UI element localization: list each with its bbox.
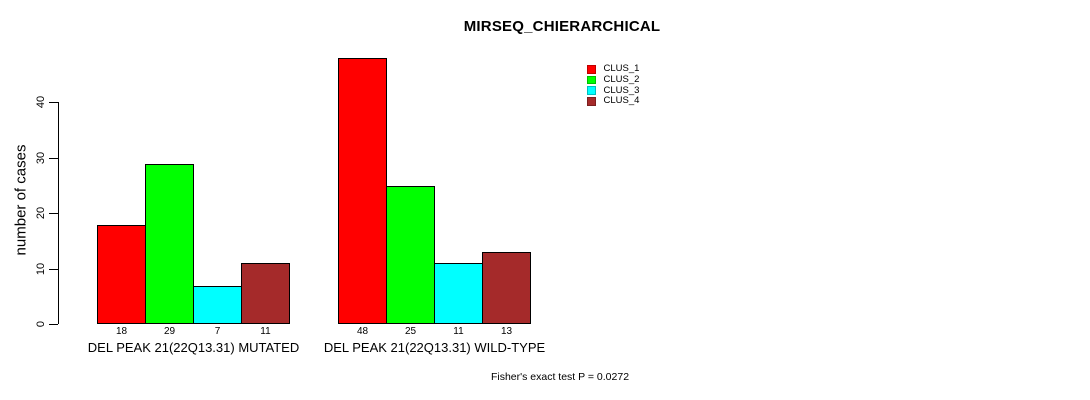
y-axis-tick-label: 10 — [34, 262, 47, 276]
legend: CLUS_1 CLUS_2 CLUS_3 CLUS_4 — [587, 64, 639, 107]
legend-item: CLUS_2 — [587, 75, 639, 86]
bar-clus_1-group2 — [338, 58, 387, 325]
y-axis-tick — [49, 213, 58, 215]
y-axis-line — [58, 102, 59, 325]
y-axis-tick-label: 40 — [34, 96, 47, 109]
bar-clus_2-group2 — [386, 185, 435, 325]
legend-item: CLUS_1 — [587, 64, 639, 75]
bar-value-label: 11 — [260, 326, 271, 337]
y-axis-tick-label: 0 — [34, 321, 47, 328]
legend-label: CLUS_3 — [603, 84, 640, 96]
bar-value-label: 11 — [453, 326, 464, 337]
legend-swatch-icon — [587, 97, 596, 106]
legend-item: CLUS_3 — [587, 85, 639, 96]
legend-label: CLUS_1 — [603, 63, 640, 75]
bar-clus_2-group1 — [145, 163, 194, 325]
bar-value-label: 18 — [115, 326, 128, 337]
chart-title: MIRSEQ_CHIERARCHICAL — [463, 18, 661, 35]
legend-label: CLUS_2 — [603, 74, 640, 86]
bar-value-label: 7 — [214, 326, 221, 337]
x-category-label: DEL PEAK 21(22Q13.31) MUTATED — [87, 340, 300, 355]
y-axis-tick — [49, 324, 58, 326]
legend-label: CLUS_4 — [603, 95, 640, 107]
y-axis-tick — [49, 157, 58, 159]
legend-swatch-icon — [587, 65, 596, 74]
y-axis-tick-label: 30 — [34, 151, 47, 165]
y-axis-tick — [49, 102, 58, 104]
bar-value-label: 25 — [404, 326, 417, 337]
fisher-test-annotation: Fisher's exact test P = 0.0272 — [490, 371, 630, 383]
bar-value-label: 48 — [356, 326, 369, 337]
y-axis-tick-label: 20 — [34, 207, 47, 220]
bar-clus_3-group2 — [434, 263, 483, 325]
bar-clus_4-group2 — [482, 252, 531, 325]
bar-clus_4-group1 — [241, 263, 290, 325]
y-axis-tick — [49, 268, 58, 270]
legend-swatch-icon — [587, 86, 596, 95]
bar-clus_1-group1 — [97, 224, 146, 325]
legend-swatch-icon — [587, 75, 596, 85]
x-category-label: DEL PEAK 21(22Q13.31) WILD-TYPE — [323, 340, 546, 355]
legend-item: CLUS_4 — [587, 96, 639, 107]
y-axis-label: number of cases — [12, 144, 30, 256]
bar-value-label: 29 — [163, 326, 176, 337]
bar-clus_3-group1 — [193, 285, 242, 325]
bar-value-label: 13 — [500, 326, 513, 337]
